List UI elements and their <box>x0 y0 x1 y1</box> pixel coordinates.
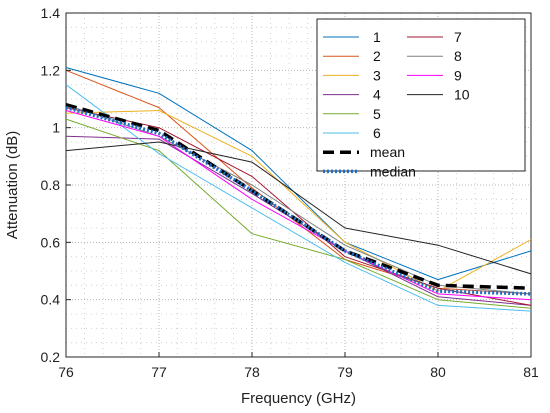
x-tick-label: 81 <box>523 364 539 380</box>
series-line-2 <box>65 69 532 295</box>
legend-label-1: 1 <box>373 29 381 45</box>
y-axis-title: Attenuation (dB) <box>4 131 21 239</box>
series-line-3 <box>65 110 532 292</box>
series-line-1 <box>65 67 532 281</box>
legend-label-2: 2 <box>373 48 381 64</box>
series-line-5 <box>65 118 532 309</box>
y-tick-label: 0.2 <box>41 349 61 365</box>
legend-label-mean: mean <box>370 144 405 160</box>
legend-label-9: 9 <box>454 67 462 83</box>
legend-label-7: 7 <box>454 29 462 45</box>
y-tick-label: 1.4 <box>41 5 61 21</box>
y-tick-label: 0.4 <box>41 292 61 308</box>
legend-label-8: 8 <box>454 48 462 64</box>
x-tick-label: 80 <box>430 364 446 380</box>
x-tick-label: 77 <box>151 364 167 380</box>
y-tick-label: 0.8 <box>41 177 61 193</box>
x-tick-label: 76 <box>58 364 74 380</box>
series-line-median <box>65 105 532 296</box>
legend-label-median: median <box>370 163 416 179</box>
series-layer <box>65 67 532 312</box>
y-tick-label: 1 <box>52 120 60 136</box>
x-axis: 76 77 78 79 80 81 <box>58 352 539 380</box>
legend: 1 2 3 4 5 6 mean median 7 8 9 10 <box>316 18 526 179</box>
y-axis: 0.2 0.4 0.6 0.8 1 1.2 1.4 <box>41 5 71 365</box>
legend-label-4: 4 <box>373 87 381 103</box>
legend-label-6: 6 <box>373 125 381 141</box>
series-line-6 <box>65 84 532 312</box>
legend-label-3: 3 <box>373 67 381 83</box>
x-axis-title: Frequency (GHz) <box>241 390 356 407</box>
series-line-10 <box>65 141 532 275</box>
x-tick-label: 78 <box>244 364 260 380</box>
legend-label-10: 10 <box>454 87 470 103</box>
y-tick-label: 1.2 <box>41 62 61 78</box>
series-line-9 <box>65 110 532 301</box>
x-tick-label: 79 <box>337 364 353 380</box>
y-tick-label: 0.6 <box>41 234 61 250</box>
legend-label-5: 5 <box>373 106 381 122</box>
